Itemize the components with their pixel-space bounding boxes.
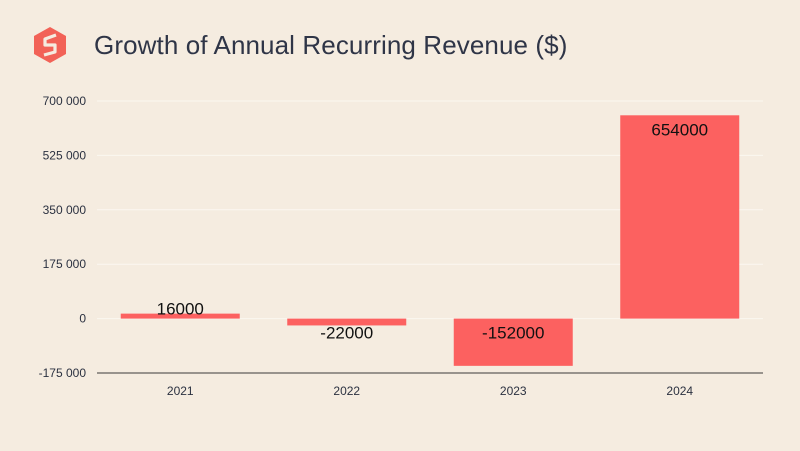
data-label-2022: -22000 — [320, 324, 373, 343]
x-tick-label: 2022 — [333, 384, 360, 398]
y-tick-label: 350 000 — [43, 203, 87, 217]
y-axis-tick-labels: -175 000 0 175 000 350 000 525 000 700 000 — [39, 94, 87, 380]
chart-header: Growth of Annual Recurring Revenue ($) — [32, 26, 568, 64]
bars — [120, 115, 740, 366]
brand-logo-icon — [34, 27, 66, 63]
chart-title: Growth of Annual Recurring Revenue ($) — [94, 29, 568, 60]
data-label-2023: -152000 — [482, 324, 544, 343]
bar-2023 — [453, 318, 573, 366]
y-tick-label: 700 000 — [43, 94, 87, 108]
bar-2022 — [287, 318, 407, 326]
x-axis-tick-labels: 2021 2022 2023 2024 — [167, 384, 694, 398]
bar-2021 — [120, 313, 240, 319]
data-label-2024: 654000 — [651, 120, 708, 139]
data-label-2021: 16000 — [157, 300, 204, 319]
bar-2024 — [620, 115, 740, 319]
x-tick-label: 2021 — [167, 384, 194, 398]
x-tick-label: 2023 — [500, 384, 527, 398]
x-tick-label: 2024 — [666, 384, 693, 398]
y-tick-label: 0 — [79, 312, 86, 326]
y-tick-label: 175 000 — [43, 257, 87, 271]
data-labels: 16000 -22000 -152000 654000 — [157, 120, 709, 342]
y-tick-label: -175 000 — [39, 366, 87, 380]
y-tick-label: 525 000 — [43, 148, 87, 162]
